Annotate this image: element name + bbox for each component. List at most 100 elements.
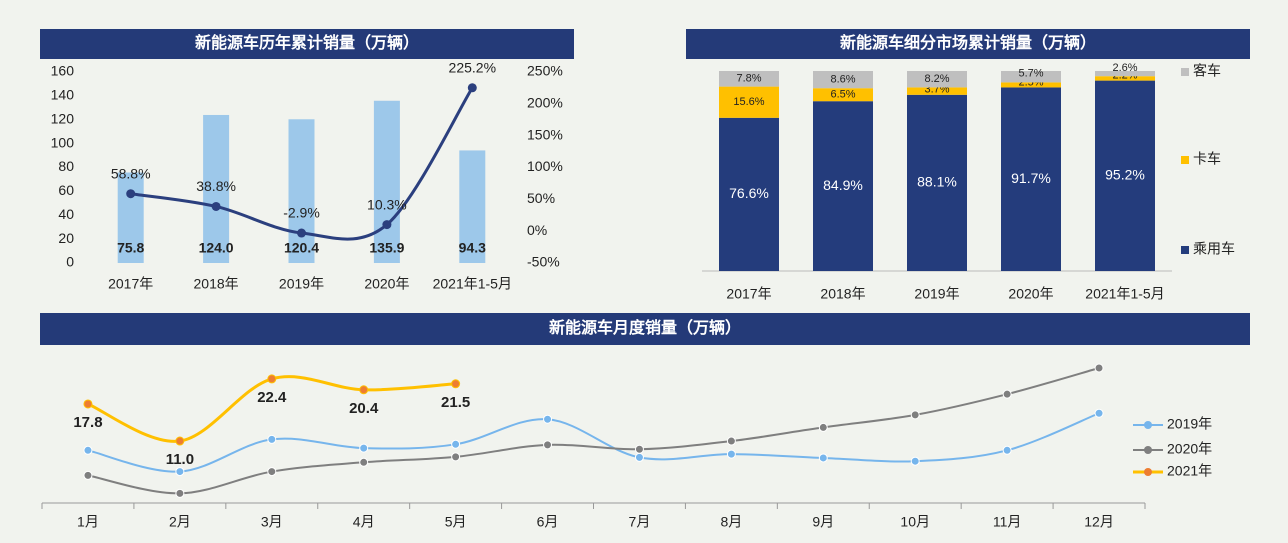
bar-segment [907, 71, 967, 88]
data-label: 38.8% [196, 178, 236, 194]
line-point [267, 374, 277, 384]
x-tick-label: 4月 [353, 514, 375, 530]
y2-tick-label: 50% [527, 190, 555, 206]
bar-segment [907, 87, 967, 95]
line-point [451, 379, 461, 389]
data-label: 88.1% [917, 174, 957, 190]
line-point [543, 414, 553, 424]
legend-swatch [1181, 68, 1189, 76]
line-point [83, 399, 93, 409]
x-tick-label: 6月 [537, 514, 559, 530]
line-point [634, 444, 644, 454]
x-tick-label: 3月 [261, 514, 283, 530]
y2-tick-label: 150% [527, 126, 563, 142]
y-tick-label: 160 [51, 63, 75, 79]
x-tick-label: 2018年 [820, 286, 865, 302]
data-label: 2.6% [1112, 62, 1137, 74]
x-tick-label: 10月 [900, 514, 930, 530]
bar [288, 119, 315, 264]
legend-label: 客车 [1193, 63, 1221, 79]
line-point [1094, 363, 1104, 373]
line-point [818, 422, 828, 432]
bar-segment [719, 117, 779, 271]
line-point [126, 189, 136, 199]
data-label: 91.7% [1011, 170, 1051, 186]
data-label: 124.0 [199, 240, 234, 256]
data-label: 75.8 [117, 240, 144, 256]
legend-label: 2021年 [1167, 463, 1212, 479]
data-label: 8.2% [924, 73, 949, 85]
line-point [175, 488, 185, 498]
data-label: 20.4 [349, 400, 379, 417]
chart-title: 新能源车月度销量（万辆） [549, 318, 741, 337]
x-tick-label: 11月 [993, 514, 1022, 530]
data-label: 225.2% [449, 59, 496, 75]
data-label: 135.9 [369, 240, 404, 256]
data-label: 10.3% [367, 196, 407, 212]
bar-segment [813, 101, 873, 271]
bar-segment [1095, 76, 1155, 81]
bar-segment [1095, 71, 1155, 77]
x-tick-label: 2021年1-5月 [433, 276, 512, 292]
data-label: 21.5 [441, 394, 470, 411]
line-point [382, 220, 392, 230]
bar-segment [1095, 80, 1155, 271]
line-point [543, 440, 553, 450]
y-tick-label: 120 [51, 110, 75, 126]
data-label: 8.6% [830, 74, 855, 86]
line-point [267, 434, 277, 444]
x-tick-label: 7月 [629, 514, 651, 530]
data-label: 7.8% [736, 73, 761, 85]
line-point [818, 453, 828, 463]
x-tick-label: 5月 [445, 514, 467, 530]
chart-title: 新能源车历年累计销量（万辆） [195, 33, 419, 52]
y-tick-label: 100 [51, 134, 75, 150]
y-tick-label: 0 [66, 254, 74, 270]
line-point [910, 410, 920, 420]
legend-marker [1144, 446, 1152, 454]
y-tick-label: 80 [58, 158, 74, 174]
x-tick-label: 8月 [720, 514, 742, 530]
legend-marker [1144, 468, 1152, 476]
data-label: 17.8 [73, 414, 102, 431]
line-point [359, 385, 369, 395]
y2-tick-label: 0% [527, 222, 547, 238]
x-tick-label: 2020年 [1008, 286, 1053, 302]
bar-segment [1001, 82, 1061, 88]
bar [459, 150, 486, 263]
bar [203, 114, 230, 263]
legend-label: 2019年 [1167, 416, 1212, 432]
y2-tick-label: 200% [527, 95, 563, 111]
line-point [451, 439, 461, 449]
line-point [467, 83, 477, 93]
series-line [87, 412, 1100, 473]
line-point [726, 449, 736, 459]
y2-tick-label: 250% [527, 63, 563, 79]
data-label: 95.2% [1105, 167, 1145, 183]
x-tick-label: 2018年 [194, 276, 239, 292]
bar-segment [1001, 71, 1061, 83]
legend-label: 乘用车 [1193, 241, 1235, 257]
bar [373, 100, 400, 263]
data-label: 22.4 [257, 389, 287, 406]
y-tick-label: 20 [58, 230, 74, 246]
x-tick-label: 2021年1-5月 [1085, 286, 1164, 302]
legend-swatch [1181, 156, 1189, 164]
data-label: 94.3 [459, 240, 486, 256]
line-point [359, 443, 369, 453]
line-point [211, 201, 221, 211]
x-tick-label: 2017年 [108, 276, 153, 292]
line-point [1094, 408, 1104, 418]
series-line [87, 367, 1100, 495]
y-tick-label: 140 [51, 87, 75, 103]
line-point [910, 456, 920, 466]
data-label: -2.9% [283, 205, 320, 221]
y-tick-label: 40 [58, 206, 74, 222]
line-point [175, 467, 185, 477]
y-tick-label: 60 [58, 182, 74, 198]
line-point [634, 452, 644, 462]
data-label: 76.6% [729, 185, 769, 201]
line-point [175, 436, 185, 446]
title-bar [40, 29, 574, 59]
